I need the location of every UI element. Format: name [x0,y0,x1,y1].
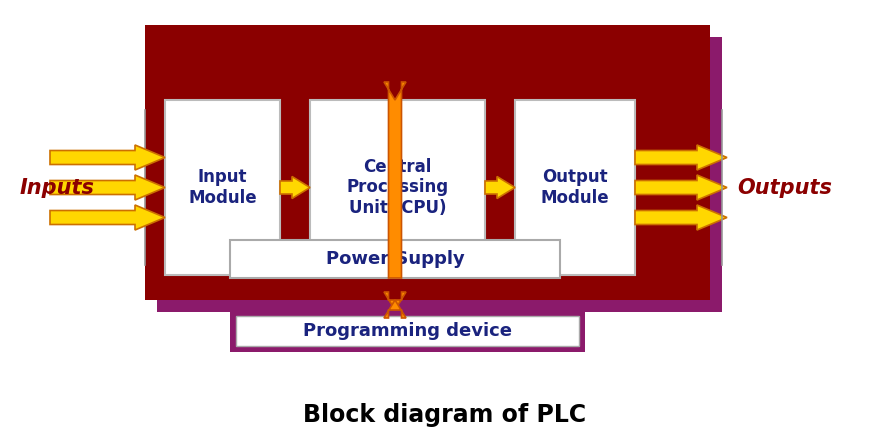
Bar [230,240,560,278]
Bar [157,37,722,312]
Text: Block diagram of PLC: Block diagram of PLC [303,403,587,427]
Text: Input
Module: Input Module [188,168,257,207]
Polygon shape [384,292,406,310]
Polygon shape [384,300,406,318]
Bar [515,100,635,275]
Polygon shape [635,205,727,230]
Polygon shape [280,177,310,198]
Text: Outputs: Outputs [737,177,832,198]
Text: Central
Processing
Unit (CPU): Central Processing Unit (CPU) [346,158,449,217]
Bar [165,100,280,275]
Bar [236,316,579,346]
Polygon shape [635,175,727,200]
Polygon shape [50,205,165,230]
Polygon shape [50,145,165,170]
Bar [145,25,710,300]
Bar [230,310,585,352]
Text: Power Supply: Power Supply [326,250,465,268]
Polygon shape [50,175,165,200]
Polygon shape [485,177,515,198]
Polygon shape [384,82,406,278]
Text: Output
Module: Output Module [541,168,610,207]
Text: Programming device: Programming device [303,322,512,340]
Polygon shape [635,145,727,170]
Bar [310,100,485,275]
Text: Inputs: Inputs [20,177,95,198]
